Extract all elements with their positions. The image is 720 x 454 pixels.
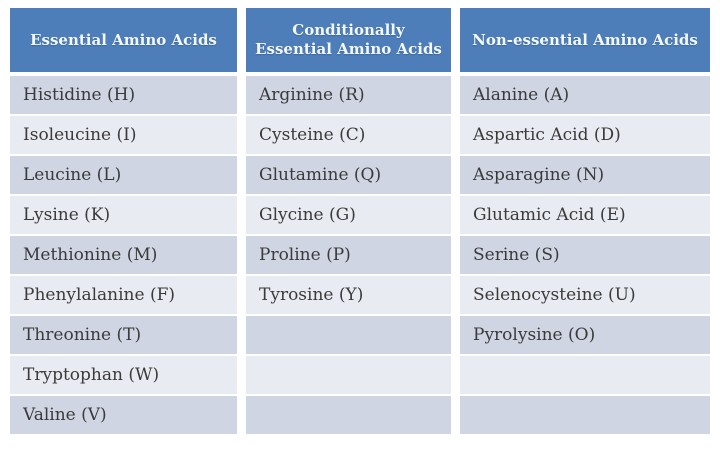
table-row: Lysine (K) Glycine (G) Glutamic Acid (E) <box>10 196 710 234</box>
table-cell: Threonine (T) <box>10 316 237 354</box>
table-cell <box>246 396 451 434</box>
table-cell: Glutamine (Q) <box>246 156 451 194</box>
table-cell: Leucine (L) <box>10 156 237 194</box>
column-header-non-essential: Non-essential Amino Acids <box>460 8 710 72</box>
table-cell: Glutamic Acid (E) <box>460 196 710 234</box>
table-cell: Lysine (K) <box>10 196 237 234</box>
table-header-row: Essential Amino Acids Conditionally Esse… <box>10 8 710 72</box>
table-cell: Valine (V) <box>10 396 237 434</box>
table-cell: Glycine (G) <box>246 196 451 234</box>
table-cell: Histidine (H) <box>10 76 237 114</box>
table-row: Valine (V) <box>10 396 710 434</box>
table-cell: Selenocysteine (U) <box>460 276 710 314</box>
table-body: Histidine (H) Arginine (R) Alanine (A) Isol… <box>10 76 710 434</box>
table-row: Histidine (H) Arginine (R) Alanine (A) <box>10 76 710 114</box>
table-cell <box>460 396 710 434</box>
table-row: Methionine (M) Proline (P) Serine (S) <box>10 236 710 274</box>
column-header-conditionally-essential: Conditionally Essential Amino Acids <box>246 8 451 72</box>
table-cell <box>460 356 710 394</box>
table-cell: Tyrosine (Y) <box>246 276 451 314</box>
table-cell: Tryptophan (W) <box>10 356 237 394</box>
table-row: Phenylalanine (F) Tyrosine (Y) Selenocyste… <box>10 276 710 314</box>
table-cell: Asparagine (N) <box>460 156 710 194</box>
table-cell: Aspartic Acid (D) <box>460 116 710 154</box>
table-row: Threonine (T) Pyrolysine (O) <box>10 316 710 354</box>
table-cell: Alanine (A) <box>460 76 710 114</box>
table-row: Isoleucine (I) Cysteine (C) Aspartic Acid … <box>10 116 710 154</box>
table-row: Tryptophan (W) <box>10 356 710 394</box>
table-cell: Arginine (R) <box>246 76 451 114</box>
amino-acids-table: Essential Amino Acids Conditionally Esse… <box>10 8 710 434</box>
table-cell: Phenylalanine (F) <box>10 276 237 314</box>
table-cell: Proline (P) <box>246 236 451 274</box>
table-cell: Pyrolysine (O) <box>460 316 710 354</box>
table-cell <box>246 316 451 354</box>
table-cell: Serine (S) <box>460 236 710 274</box>
table-cell: Methionine (M) <box>10 236 237 274</box>
table-cell <box>246 356 451 394</box>
column-header-essential: Essential Amino Acids <box>10 8 237 72</box>
table-cell: Isoleucine (I) <box>10 116 237 154</box>
table-cell: Cysteine (C) <box>246 116 451 154</box>
table-row: Leucine (L) Glutamine (Q) Asparagine (N) <box>10 156 710 194</box>
